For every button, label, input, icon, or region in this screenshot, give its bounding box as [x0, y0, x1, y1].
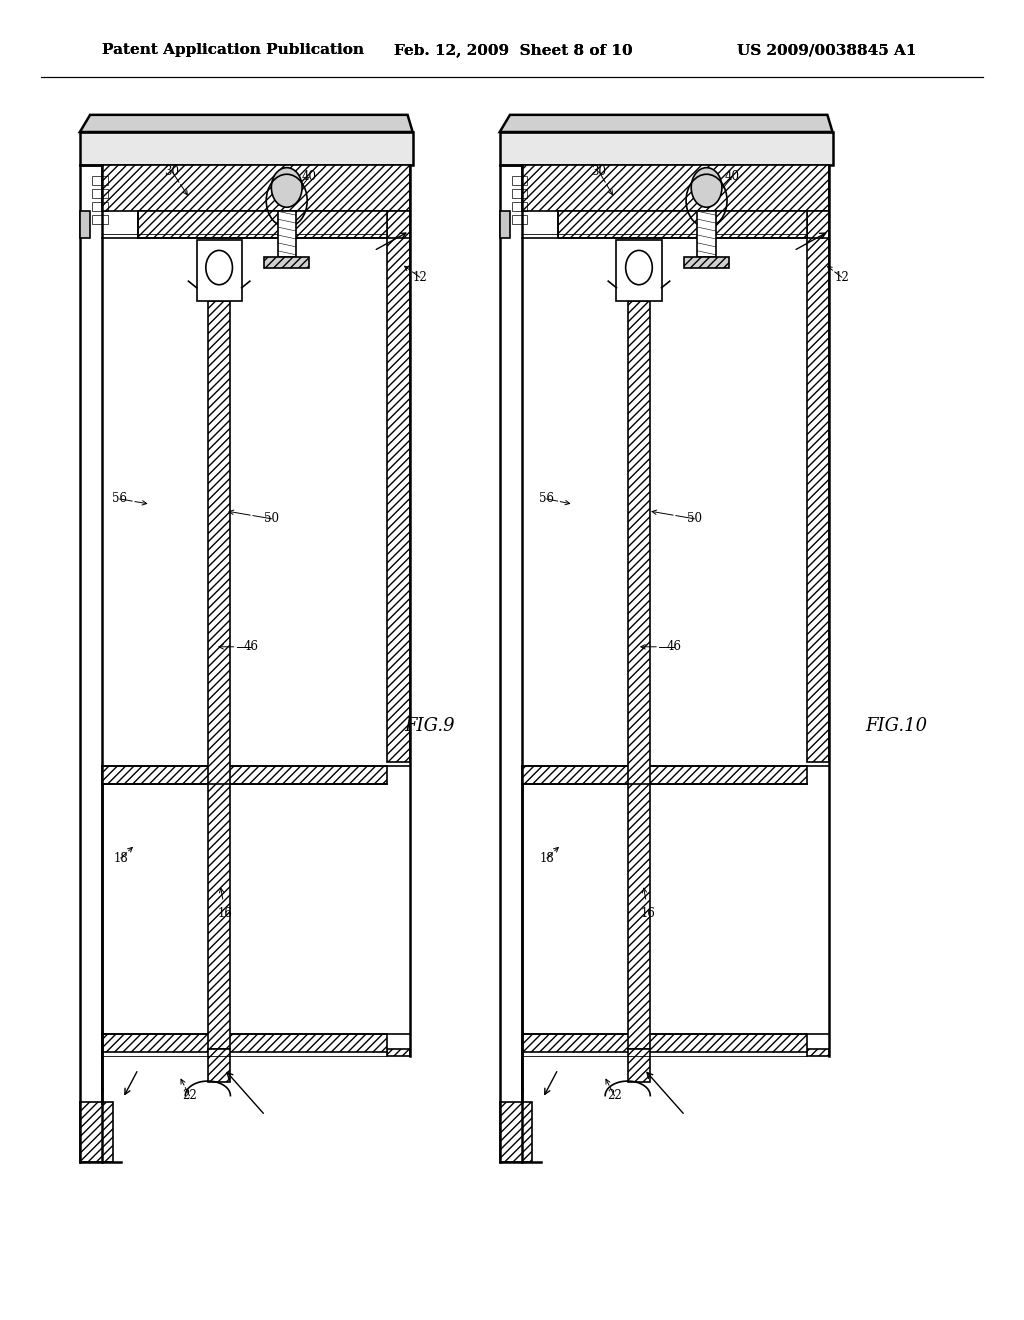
Bar — [697, 211, 716, 257]
Bar — [807, 211, 829, 762]
Text: 16: 16 — [218, 907, 232, 920]
Bar — [102, 1034, 387, 1052]
Bar — [512, 202, 527, 211]
Bar — [92, 202, 108, 211]
Text: 50: 50 — [264, 512, 279, 525]
Bar — [92, 189, 108, 198]
Bar — [80, 1102, 113, 1162]
Circle shape — [691, 168, 722, 207]
Text: 46: 46 — [244, 640, 258, 653]
Bar — [512, 215, 527, 224]
Bar — [616, 240, 662, 301]
Bar — [500, 132, 833, 165]
Bar — [208, 301, 230, 1049]
Bar — [512, 176, 527, 185]
Bar — [278, 211, 296, 257]
Text: 18: 18 — [540, 851, 554, 865]
Polygon shape — [80, 115, 413, 132]
Bar — [807, 1049, 829, 1056]
Bar — [102, 766, 387, 784]
Bar — [92, 176, 108, 185]
Text: Feb. 12, 2009  Sheet 8 of 10: Feb. 12, 2009 Sheet 8 of 10 — [394, 44, 633, 57]
Text: Patent Application Publication: Patent Application Publication — [102, 44, 365, 57]
Circle shape — [271, 168, 302, 207]
Bar — [558, 211, 807, 238]
Bar — [102, 165, 410, 211]
Text: US 2009/0038845 A1: US 2009/0038845 A1 — [737, 44, 916, 57]
Bar — [80, 211, 90, 238]
Bar — [80, 132, 413, 165]
Bar — [628, 301, 650, 1049]
Text: 16: 16 — [641, 907, 655, 920]
Text: Feb. 12, 2009  Sheet 8 of 10: Feb. 12, 2009 Sheet 8 of 10 — [394, 44, 633, 57]
Text: Patent Application Publication: Patent Application Publication — [102, 44, 365, 57]
Bar — [92, 215, 108, 224]
Bar — [522, 1034, 807, 1052]
Text: 40: 40 — [302, 170, 316, 183]
Text: 46: 46 — [667, 640, 681, 653]
Bar — [522, 766, 807, 784]
Text: 56: 56 — [540, 492, 554, 506]
Text: US 2009/0038845 A1: US 2009/0038845 A1 — [737, 44, 916, 57]
Text: 50: 50 — [687, 512, 701, 525]
Text: 12: 12 — [835, 271, 849, 284]
Text: 56: 56 — [113, 492, 127, 506]
Bar — [197, 240, 242, 301]
Bar — [387, 211, 410, 762]
Text: 40: 40 — [725, 170, 739, 183]
Bar — [684, 257, 729, 268]
Bar — [500, 1102, 532, 1162]
Text: FIG.10: FIG.10 — [865, 717, 927, 735]
Bar — [522, 165, 829, 211]
Bar — [264, 257, 309, 268]
Bar — [512, 189, 527, 198]
Bar — [208, 1049, 230, 1082]
Bar — [628, 1049, 650, 1082]
Polygon shape — [500, 115, 833, 132]
Text: 30: 30 — [592, 165, 606, 178]
Text: 18: 18 — [114, 851, 128, 865]
Text: 30: 30 — [165, 165, 179, 178]
Text: 12: 12 — [413, 271, 427, 284]
Bar — [138, 211, 387, 238]
Bar — [500, 211, 510, 238]
Bar — [387, 1049, 410, 1056]
Text: 22: 22 — [182, 1089, 197, 1102]
Text: FIG.9: FIG.9 — [404, 717, 456, 735]
Text: 22: 22 — [607, 1089, 622, 1102]
